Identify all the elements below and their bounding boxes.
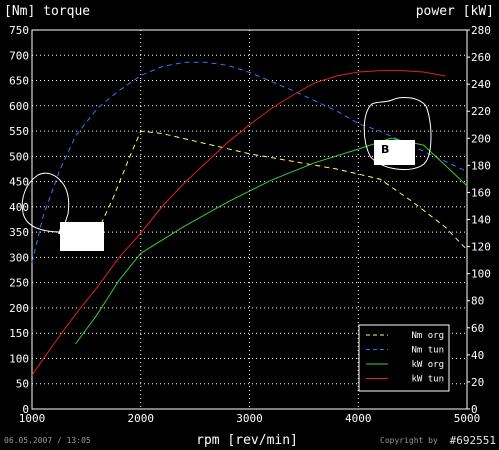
grid <box>31 29 470 410</box>
x-axis-label: rpm [rev/min] <box>196 433 298 448</box>
right-axis-title: power [kW] <box>416 4 494 19</box>
x-tick-label: 4000 <box>345 412 372 425</box>
legend-label: Nm tun <box>411 346 444 356</box>
y-tick-label: 650 <box>9 75 29 88</box>
annotation-b-label: B <box>381 143 389 156</box>
annotation-a: A <box>21 172 104 251</box>
y2-tick-label: 260 <box>471 51 491 64</box>
x-tick-label: 3000 <box>236 412 263 425</box>
y-tick-label: 150 <box>9 327 29 340</box>
y2-tick-label: 120 <box>471 241 491 254</box>
annotation-b-outline <box>363 97 432 170</box>
y2-tick-label: 80 <box>471 295 484 308</box>
left-axis-title: [Nm] torque <box>4 4 90 19</box>
y2-tick-label: 40 <box>471 349 484 362</box>
series-kw-org <box>75 137 468 345</box>
legend-label: kW tun <box>411 375 444 385</box>
y-tick-label: 500 <box>9 150 29 163</box>
y-tick-label: 700 <box>9 49 29 62</box>
annotation-a-label: A <box>58 224 67 237</box>
y2-tick-label: 140 <box>471 214 491 227</box>
series-lines <box>31 61 468 376</box>
y2-tick-label: 180 <box>471 159 491 172</box>
x-tick-label: 2000 <box>128 412 155 425</box>
y-tick-label: 50 <box>16 378 29 391</box>
y2-tick-label: 220 <box>471 105 491 118</box>
x-tick-label: 1000 <box>19 412 46 425</box>
y2-tick-label: 0 <box>471 403 478 416</box>
copyright-text: Copyright by <box>380 436 438 445</box>
y-tick-label: 200 <box>9 302 29 315</box>
y-tick-label: 750 <box>9 24 29 37</box>
y2-tick-label: 240 <box>471 78 491 91</box>
y2-tick-label: 200 <box>471 132 491 145</box>
x-tick-label: 5000 <box>454 412 481 425</box>
y-tick-label: 250 <box>9 277 29 290</box>
y-tick-label: 300 <box>9 251 29 264</box>
tick-labels: 0501001502002503003504004505005506006507… <box>9 24 491 425</box>
legend-box <box>358 324 450 392</box>
y-tick-label: 350 <box>9 226 29 239</box>
y-tick-label: 0 <box>22 403 29 416</box>
timestamp: 06.05.2007 / 13:05 <box>4 436 91 445</box>
y-tick-label: 450 <box>9 176 29 189</box>
y-tick-label: 100 <box>9 352 29 365</box>
copyright-id: #692551 <box>450 434 496 447</box>
y-tick-label: 600 <box>9 100 29 113</box>
legend-label: Nm org <box>411 331 444 341</box>
annotation-b: B <box>363 97 432 170</box>
y-tick-label: 400 <box>9 201 29 214</box>
series-nm-tun <box>31 61 468 263</box>
legend-label: kW org <box>411 360 444 370</box>
series-nm-org <box>96 130 468 251</box>
annotation-b-box <box>374 140 415 165</box>
series-kw-tun <box>31 70 446 376</box>
y2-tick-label: 20 <box>471 376 484 389</box>
annotation-a-box <box>60 222 104 251</box>
y-tick-label: 550 <box>9 125 29 138</box>
y2-tick-label: 280 <box>471 24 491 37</box>
legend: Nm org Nm tun kW org kW tun <box>358 324 450 392</box>
y2-tick-label: 160 <box>471 186 491 199</box>
y2-tick-label: 100 <box>471 268 491 281</box>
y2-tick-label: 60 <box>471 322 484 335</box>
